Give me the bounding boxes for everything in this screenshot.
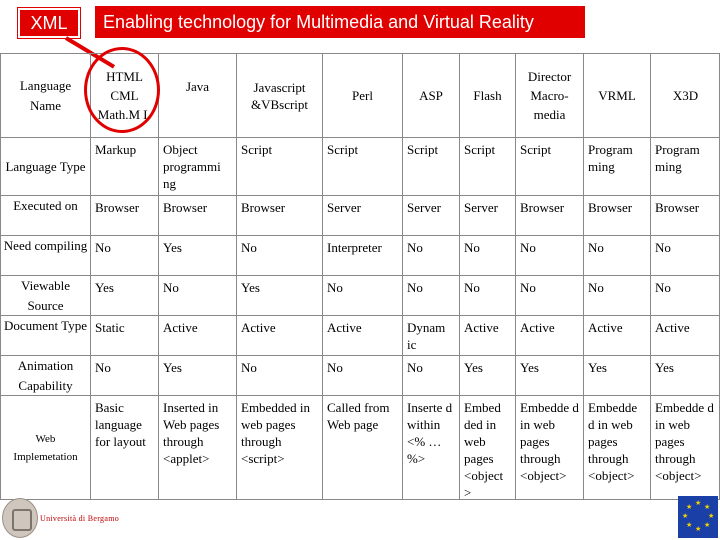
row-label-animation-capability: Animation Capability [0,356,90,396]
row-label-viewable-source: Viewable Source [0,276,90,316]
table-cell: Browser [583,196,650,236]
table-cell: No [650,276,720,316]
table-cell: Embedde d in web pages through <object> [650,396,720,500]
header-java: Java [158,54,236,138]
row-label-document-type: Document Type [0,316,90,356]
table-cell: Active [236,316,322,356]
table-cell: Script [322,138,402,196]
table-cell: No [515,276,583,316]
table-cell: Script [459,138,515,196]
table-cell: No [322,276,402,316]
table-cell: Object programmi ng [158,138,236,196]
table-cell: No [402,356,459,396]
header-vrml: VRML [583,54,650,138]
table-cell: Active [459,316,515,356]
table-cell: Active [583,316,650,356]
table-cell: No [158,276,236,316]
table-cell: No [322,356,402,396]
comparison-table: Language Name HTML CML Math.M L Java Jav… [0,53,720,500]
table-cell: Server [402,196,459,236]
table-cell: No [515,236,583,276]
table-cell: Yes [158,236,236,276]
header-director: Director Macro-media [515,54,583,138]
header-javascript: Javascript &VBscript [236,54,322,138]
header-html: HTML CML Math.M L [90,54,158,138]
table-cell: Yes [158,356,236,396]
table-cell: Script [236,138,322,196]
table-cell: Browser [90,196,158,236]
eu-flag-icon: ★ ★ ★ ★ ★ ★ ★ ★ [678,496,718,538]
table-cell: Yes [236,276,322,316]
header-x3d: X3D [650,54,720,138]
row-label-language-type: Language Type [0,138,90,196]
header-language-name: Language Name [0,54,90,138]
header-flash: Flash [459,54,515,138]
table-cell: Embedde d in web pages through <object> [583,396,650,500]
table-cell: Browser [158,196,236,236]
table-cell: No [236,236,322,276]
table-cell: Browser [236,196,322,236]
table-cell: Server [459,196,515,236]
xml-badge: XML [17,7,81,39]
table-cell: Yes [583,356,650,396]
table-cell: Embedded in web pages through <script> [236,396,322,500]
table-cell: Browser [650,196,720,236]
table-cell: No [583,276,650,316]
row-label-executed-on: Executed on [0,196,90,236]
table-cell: No [236,356,322,396]
table-cell: No [583,236,650,276]
table-cell: No [402,236,459,276]
table-cell: Inserte d within <% …%> [402,396,459,500]
footer-institution: Università di Bergamo [37,514,120,523]
table-cell: Active [322,316,402,356]
slide-title-text: Enabling technology for Multimedia and V… [103,11,534,32]
university-seal-icon [2,498,38,538]
header-perl: Perl [322,54,402,138]
table-cell: Browser [515,196,583,236]
table-cell: Program ming [583,138,650,196]
table-cell: Program ming [650,138,720,196]
table-cell: No [90,356,158,396]
table-cell: Interpreter [322,236,402,276]
slide-title: Enabling technology for Multimedia and V… [95,6,585,38]
table-cell: Active [515,316,583,356]
table-cell: No [459,276,515,316]
row-label-need-compiling: Need compiling [0,236,90,276]
table-cell: Embedde d in web pages through <object> [515,396,583,500]
table-cell: Static [90,316,158,356]
table-cell: Yes [90,276,158,316]
table-cell: Markup [90,138,158,196]
table-cell: Basic language for layout [90,396,158,500]
table-cell: Yes [650,356,720,396]
table-cell: Embed ded in web pages <object > [459,396,515,500]
header-asp: ASP [402,54,459,138]
table-cell: No [459,236,515,276]
table-cell: Active [650,316,720,356]
table-cell: Script [402,138,459,196]
table-cell: Server [322,196,402,236]
table-cell: Yes [459,356,515,396]
table-cell: Inserted in Web pages through <applet> [158,396,236,500]
table-cell: Called from Web page [322,396,402,500]
table-cell: Yes [515,356,583,396]
row-label-web-implementation: Web Implemetation [0,396,90,500]
table-cell: No [90,236,158,276]
table-cell: Script [515,138,583,196]
table-cell: No [402,276,459,316]
table-cell: No [650,236,720,276]
table-cell: Dynam ic [402,316,459,356]
table-cell: Active [158,316,236,356]
